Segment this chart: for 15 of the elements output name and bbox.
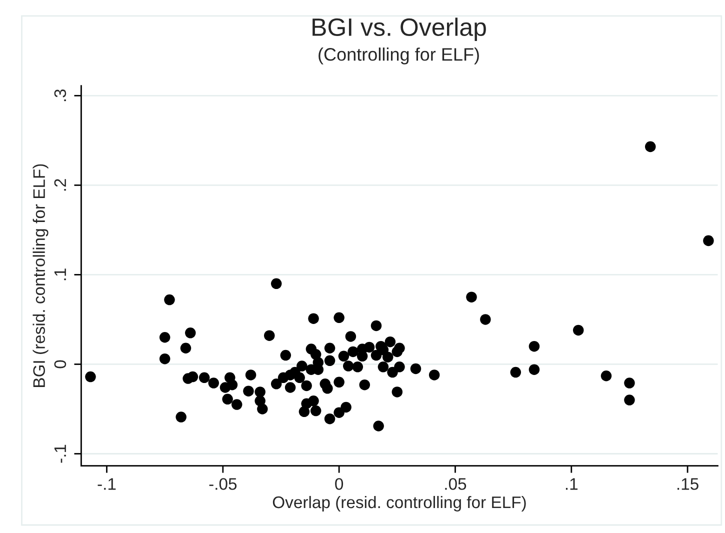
y-axis-title: BGI (resid. controlling for ELF) bbox=[32, 164, 48, 387]
y-tick-label: .3 bbox=[54, 89, 66, 102]
x-tick-label: 0 bbox=[335, 478, 344, 490]
x-tick-label: .1 bbox=[566, 478, 578, 490]
x-tick-label: .05 bbox=[445, 478, 466, 490]
y-tick-label: .1 bbox=[54, 268, 66, 280]
chart-subtitle: (Controlling for ELF) bbox=[318, 48, 479, 64]
y-tick-label: -.1 bbox=[54, 444, 66, 463]
x-axis-title: Overlap (resid. controlling for ELF) bbox=[272, 496, 526, 512]
x-tick-label: -.05 bbox=[209, 478, 237, 490]
chart-title: BGI vs. Overlap bbox=[312, 18, 486, 41]
y-tick-label: 0 bbox=[54, 360, 66, 368]
y-tick-label: .2 bbox=[54, 179, 66, 191]
x-tick-label: -.1 bbox=[98, 478, 116, 490]
x-tick-label: .15 bbox=[677, 478, 698, 490]
